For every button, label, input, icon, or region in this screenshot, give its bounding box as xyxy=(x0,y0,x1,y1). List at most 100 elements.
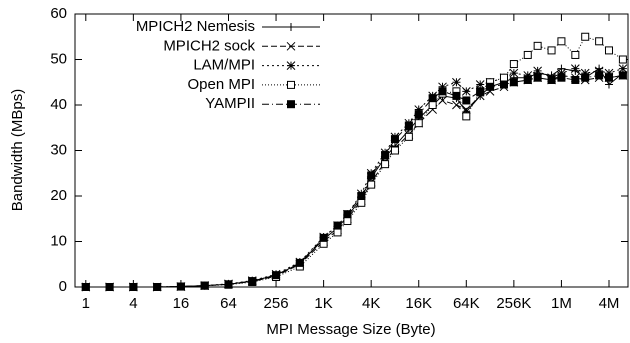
data-point xyxy=(381,151,390,160)
legend-marker xyxy=(286,61,296,70)
plot-frame xyxy=(74,13,629,288)
data-point xyxy=(319,233,328,242)
data-point xyxy=(604,68,614,78)
x-tick-label: 16K xyxy=(405,295,432,312)
data-point xyxy=(452,91,461,100)
y-tick-label: 40 xyxy=(50,96,67,113)
legend-marker xyxy=(287,80,295,89)
data-point xyxy=(414,110,423,119)
data-point xyxy=(272,271,281,280)
legend-label: Open MPI xyxy=(187,76,255,93)
legend-marker xyxy=(287,23,295,31)
y-tick-label: 0 xyxy=(59,278,67,295)
x-tick-label: 16 xyxy=(173,295,190,312)
data-point xyxy=(224,280,233,289)
data-point xyxy=(533,41,542,50)
data-point xyxy=(557,68,566,78)
legend-label: YAMPII xyxy=(205,95,255,112)
data-point xyxy=(557,73,566,82)
x-tick-label: 1M xyxy=(551,295,572,312)
y-tick-label: 30 xyxy=(50,141,67,158)
data-point xyxy=(367,180,376,189)
data-point xyxy=(533,66,542,76)
data-point xyxy=(295,258,304,267)
data-point xyxy=(604,73,613,82)
y-tick-label: 50 xyxy=(50,50,67,67)
data-point xyxy=(428,101,437,109)
y-tick-label: 20 xyxy=(50,187,67,204)
data-point xyxy=(618,64,628,73)
x-tick-label: 1K xyxy=(314,295,332,312)
data-point xyxy=(404,132,413,141)
data-point xyxy=(571,50,580,59)
data-point xyxy=(486,82,495,91)
series-line xyxy=(85,74,623,288)
data-point xyxy=(414,105,424,114)
data-point xyxy=(428,94,437,103)
data-point xyxy=(618,71,627,80)
data-point xyxy=(176,282,185,291)
data-point xyxy=(557,37,566,46)
x-tick-label: 4K xyxy=(362,295,380,312)
data-point xyxy=(594,66,604,76)
data-point xyxy=(604,46,613,55)
x-axis-label: MPI Message Size (Byte) xyxy=(266,321,435,338)
data-point xyxy=(390,146,399,155)
x-tick-label: 256K xyxy=(496,295,531,312)
data-point xyxy=(581,32,590,41)
data-point xyxy=(367,171,376,180)
data-point xyxy=(475,80,485,89)
data-point xyxy=(452,77,461,87)
legend-label: MPICH2 Nemesis xyxy=(136,18,255,35)
legend-marker xyxy=(286,41,296,51)
data-point xyxy=(547,46,556,55)
data-point xyxy=(580,68,590,78)
data-point xyxy=(153,283,162,291)
data-point xyxy=(533,73,542,82)
legend-marker xyxy=(287,100,295,109)
data-point xyxy=(523,50,532,59)
data-point xyxy=(248,277,257,286)
y-tick-label: 10 xyxy=(50,232,67,249)
data-point xyxy=(462,96,471,105)
y-tick-label: 60 xyxy=(50,5,67,22)
data-point xyxy=(509,60,518,69)
data-point xyxy=(461,86,471,96)
series-line xyxy=(85,74,623,288)
legend-label: MPICH2 sock xyxy=(163,37,255,54)
data-point xyxy=(523,75,532,84)
y-axis-label: Bandwidth (MBps) xyxy=(9,89,26,212)
data-point xyxy=(343,217,352,226)
data-point xyxy=(438,82,447,92)
data-point xyxy=(333,221,342,230)
data-point xyxy=(438,96,447,105)
data-point xyxy=(357,192,366,200)
data-point xyxy=(81,283,90,291)
data-point xyxy=(571,75,580,84)
x-tick-label: 64 xyxy=(220,295,237,312)
data-point xyxy=(381,160,390,169)
data-point xyxy=(476,87,485,96)
x-tick-label: 256 xyxy=(264,295,289,312)
data-point xyxy=(499,73,508,82)
x-tick-label: 64K xyxy=(453,295,480,312)
data-point xyxy=(129,283,138,291)
data-point xyxy=(509,68,519,78)
data-point xyxy=(404,121,413,130)
series-line xyxy=(85,68,624,288)
data-point xyxy=(509,78,518,87)
data-point xyxy=(523,71,533,80)
data-point xyxy=(604,80,613,89)
legend-label: LAM/MPI xyxy=(193,57,255,74)
data-point xyxy=(414,119,423,128)
x-tick-label: 1 xyxy=(82,295,90,312)
data-point xyxy=(438,87,447,96)
data-point xyxy=(462,112,471,121)
data-point xyxy=(595,71,604,80)
data-point xyxy=(618,55,627,64)
x-tick-label: 4M xyxy=(599,295,620,312)
data-point xyxy=(200,281,209,290)
x-tick-label: 4 xyxy=(129,295,137,312)
data-point xyxy=(547,75,556,84)
